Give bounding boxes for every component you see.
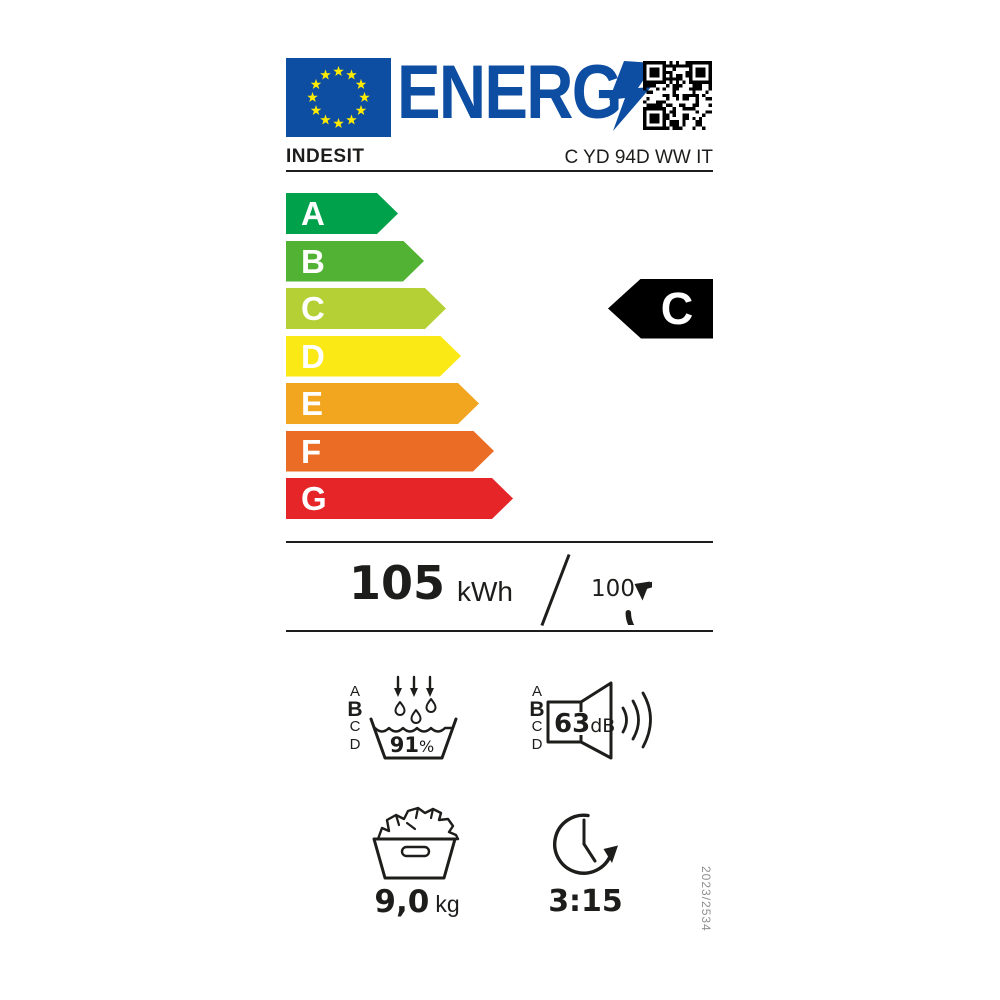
efficiency-class-arrow-c: C xyxy=(286,288,446,329)
divider xyxy=(286,170,713,172)
energy-logo-text: ENERG xyxy=(397,50,623,135)
divider xyxy=(286,541,713,543)
clock-icon xyxy=(553,813,618,875)
scale-letter-c: C xyxy=(531,718,543,735)
svg-text:63dB: 63dB xyxy=(554,709,615,739)
scale-letter-b: B xyxy=(347,697,363,721)
energy-consumption-value: 105 xyxy=(349,556,446,610)
rated-class-letter: C xyxy=(660,282,694,334)
water-drops-basin-icon: 91% xyxy=(369,675,458,760)
duration-row: 3:15 xyxy=(543,884,628,919)
efficiency-class-letter: B xyxy=(301,242,325,280)
star-icon xyxy=(320,114,331,125)
divider xyxy=(286,630,713,632)
scale-letter-b: B xyxy=(529,697,545,721)
efficiency-class-letter: D xyxy=(301,337,325,375)
slash-divider xyxy=(540,553,571,627)
star-icon xyxy=(310,104,322,115)
rated-class-indicator: C xyxy=(608,278,713,339)
model-identifier: C YD 94D WW IT xyxy=(564,147,714,168)
duration-value: 3:15 xyxy=(548,884,623,919)
scale-letter-a: A xyxy=(531,683,542,700)
qr-code xyxy=(643,61,712,130)
laundry-basket-icon xyxy=(372,806,460,880)
supplier-name: INDESIT xyxy=(286,146,365,167)
speaker-icon: 63dB xyxy=(546,681,652,760)
star-icon xyxy=(310,78,322,89)
capacity-value: 9,0 xyxy=(374,884,430,920)
svg-text:91%: 91% xyxy=(390,733,434,757)
efficiency-class-arrow-b: B xyxy=(286,241,424,282)
star-icon xyxy=(346,114,357,125)
capacity-unit: kg xyxy=(435,891,460,917)
energy-consumption-unit: kWh xyxy=(457,576,513,607)
capacity-row: 9,0 kg xyxy=(352,884,482,920)
efficiency-class-arrow-a: A xyxy=(286,193,398,234)
star-icon xyxy=(355,78,367,89)
star-icon xyxy=(346,69,357,80)
condensation-unit: % xyxy=(419,737,434,756)
noise-unit: dB xyxy=(590,715,615,737)
star-icon xyxy=(320,69,331,80)
scale-letter-a: A xyxy=(349,683,360,700)
scale-letter-c: C xyxy=(349,718,361,735)
star-icon xyxy=(307,91,318,102)
condensation-value: 91 xyxy=(390,733,419,757)
star-icon xyxy=(333,65,344,76)
efficiency-class-arrow-e: E xyxy=(286,383,479,424)
efficiency-class-letter: F xyxy=(301,432,322,470)
scale-letter-d: D xyxy=(531,735,543,753)
regulation-number: 2023/2534 xyxy=(699,866,713,932)
star-icon xyxy=(359,91,370,102)
efficiency-class-arrow-f: F xyxy=(286,431,494,472)
star-icon xyxy=(355,104,367,115)
efficiency-class-arrow-d: D xyxy=(286,336,461,377)
scale-letter-d: D xyxy=(349,735,361,753)
star-icon xyxy=(333,117,344,128)
efficiency-class-letter: E xyxy=(301,385,324,422)
efficiency-class-letter: G xyxy=(301,480,327,517)
eu-flag-icon xyxy=(286,58,391,137)
circular-arrow-icon: 100 xyxy=(591,576,652,625)
cycles-count: 100 xyxy=(591,576,635,602)
noise-value: 63 xyxy=(554,709,590,739)
efficiency-class-arrow-g: G xyxy=(286,478,513,519)
efficiency-class-letter: A xyxy=(301,195,325,232)
efficiency-class-letter: C xyxy=(301,290,325,327)
